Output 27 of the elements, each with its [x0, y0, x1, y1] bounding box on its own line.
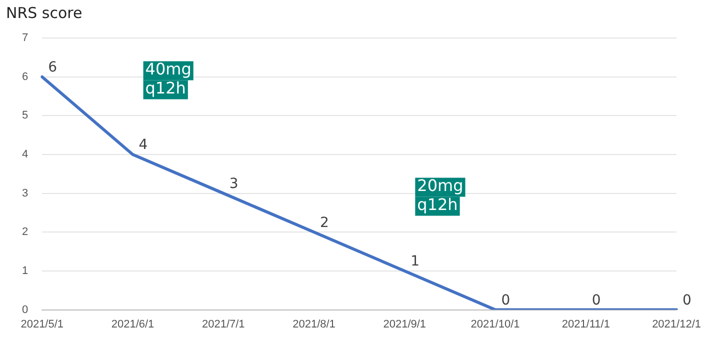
data-label: 0 — [682, 292, 692, 308]
y-tick-label: 2 — [22, 226, 28, 238]
y-tick-label: 6 — [22, 70, 28, 83]
data-label: 2 — [320, 214, 329, 231]
x-tick-label: 2021/11/1 — [562, 318, 610, 330]
x-tick-label: 2021/12/1 — [652, 318, 701, 330]
y-tick-label: 7 — [22, 32, 28, 44]
data-label: 4 — [138, 137, 148, 154]
y-tick-label: 5 — [22, 110, 28, 122]
annotation: 40mg q12h — [145, 59, 192, 98]
x-tick-label: 2021/7/1 — [202, 318, 245, 330]
x-tick-label: 2021/8/1 — [292, 318, 336, 330]
x-tick-label: 2021/5/1 — [20, 318, 64, 330]
data-label: 6 — [48, 59, 58, 76]
y-tick-label: 1 — [22, 265, 28, 278]
y-tick-label: 0 — [22, 304, 28, 316]
x-tick-label: 2021/6/1 — [111, 318, 154, 330]
data-label: 1 — [410, 254, 420, 270]
data-label: 0 — [592, 292, 601, 308]
x-tick-label: 2021/9/1 — [383, 318, 426, 330]
y-axis-title: NRS score — [6, 4, 82, 22]
x-tick-label: 2021/10/1 — [470, 318, 520, 330]
y-tick-label: 3 — [22, 187, 28, 200]
data-label: 0 — [501, 292, 510, 308]
data-label: 3 — [229, 176, 238, 192]
y-tick-label: 4 — [22, 148, 28, 161]
annotation: 20mg q12h — [417, 176, 464, 214]
